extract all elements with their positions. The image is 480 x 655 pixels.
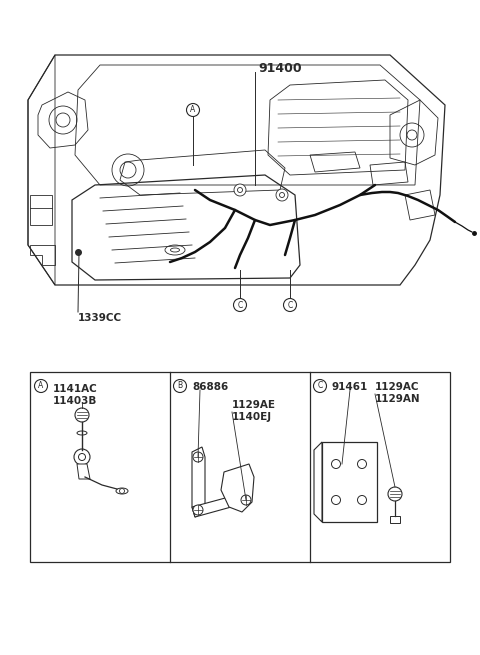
Text: C: C xyxy=(317,381,323,390)
Polygon shape xyxy=(77,464,90,479)
Circle shape xyxy=(187,103,200,117)
Circle shape xyxy=(193,452,203,462)
Bar xyxy=(30,372,450,562)
Circle shape xyxy=(332,495,340,504)
Polygon shape xyxy=(221,464,254,512)
Circle shape xyxy=(120,489,124,493)
Polygon shape xyxy=(314,442,322,522)
Bar xyxy=(322,442,377,522)
Circle shape xyxy=(388,487,402,501)
Circle shape xyxy=(74,449,90,465)
Bar xyxy=(390,516,400,523)
Text: 1129AN: 1129AN xyxy=(375,394,420,404)
Text: 1141AC: 1141AC xyxy=(53,384,98,394)
Text: 1129AE: 1129AE xyxy=(232,400,276,410)
Circle shape xyxy=(358,460,367,468)
Circle shape xyxy=(284,299,297,312)
Ellipse shape xyxy=(77,431,87,435)
Text: 1129AC: 1129AC xyxy=(375,382,420,392)
Circle shape xyxy=(79,453,85,460)
Text: 91461: 91461 xyxy=(332,382,368,392)
Circle shape xyxy=(313,379,326,392)
Text: 11403B: 11403B xyxy=(53,396,97,406)
Text: A: A xyxy=(191,105,196,115)
Circle shape xyxy=(173,379,187,392)
Ellipse shape xyxy=(116,488,128,494)
Text: 91400: 91400 xyxy=(258,62,301,75)
Polygon shape xyxy=(192,494,242,517)
Circle shape xyxy=(193,505,203,515)
Circle shape xyxy=(276,189,288,201)
Circle shape xyxy=(75,408,89,422)
Circle shape xyxy=(234,184,246,196)
Circle shape xyxy=(332,460,340,468)
Circle shape xyxy=(35,379,48,392)
Text: B: B xyxy=(178,381,182,390)
Text: 1140EJ: 1140EJ xyxy=(232,412,272,422)
Text: C: C xyxy=(238,301,242,310)
Circle shape xyxy=(233,299,247,312)
Text: 86886: 86886 xyxy=(192,382,228,392)
Text: 1339CC: 1339CC xyxy=(78,313,122,323)
Text: C: C xyxy=(288,301,293,310)
Polygon shape xyxy=(192,447,205,517)
Circle shape xyxy=(241,495,251,505)
Circle shape xyxy=(358,495,367,504)
Text: A: A xyxy=(38,381,44,390)
